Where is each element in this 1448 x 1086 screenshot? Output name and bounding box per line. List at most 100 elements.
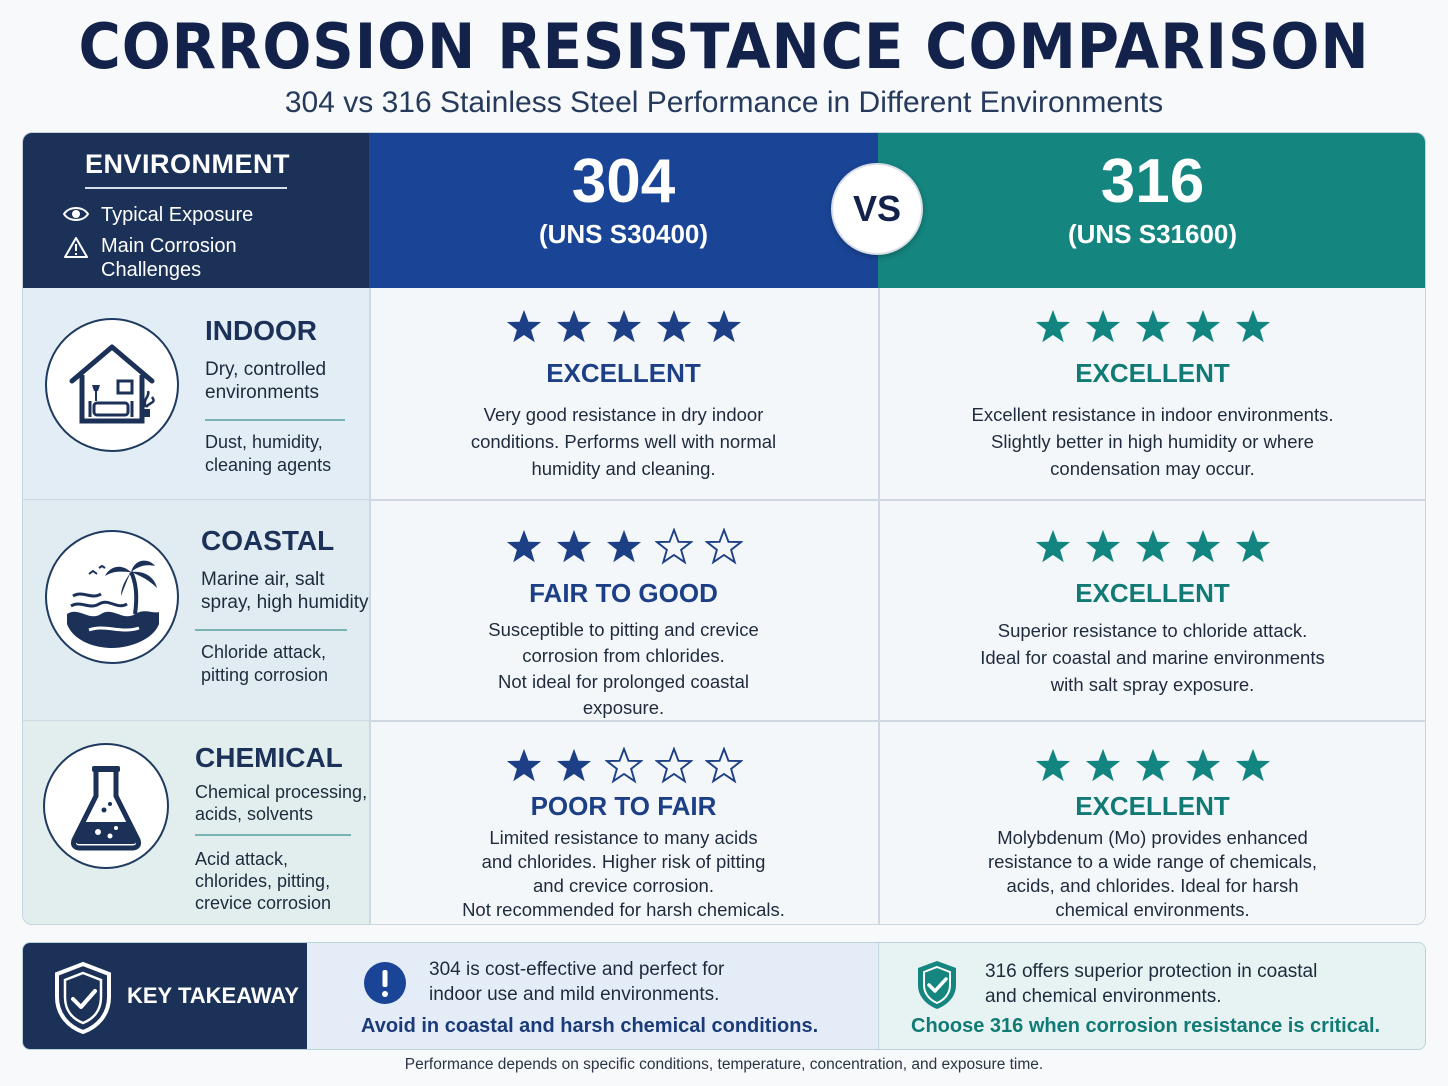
star-filled-icon <box>1085 529 1120 563</box>
rating-316-indoor: EXCELLENT Excellent resistance in indoor… <box>878 308 1425 482</box>
star-filled-icon <box>506 529 541 563</box>
rating-label: EXCELLENT <box>1075 791 1230 821</box>
env-row-indoor: INDOOR Dry, controlled environments Dust,… <box>23 288 369 499</box>
eye-icon <box>63 203 89 223</box>
grade-304-uns: (UNS S30400) <box>538 219 709 249</box>
legend-main-challenges-label: Main Corrosion Challenges <box>101 235 237 281</box>
warning-icon <box>63 234 89 258</box>
legend-main-challenges: Main Corrosion Challenges <box>63 234 237 282</box>
star-filled-icon <box>606 529 641 563</box>
env-name-coastal: COASTAL <box>201 525 335 556</box>
environment-heading-rule <box>85 187 287 189</box>
rating-304-indoor: EXCELLENT Very good resistance in dry in… <box>369 308 878 482</box>
star-filled-icon <box>1235 529 1270 563</box>
star-filled-icon <box>1185 529 1220 563</box>
footnote: Performance depends on specific conditio… <box>404 1056 1044 1073</box>
environment-heading: ENVIRONMENT <box>85 149 291 179</box>
takeaway-304-emphasis: Avoid in coastal and harsh chemical cond… <box>361 1015 819 1037</box>
takeaway-316-text: 316 offers superior protection in coasta… <box>985 961 1318 1007</box>
star-filled-icon <box>556 309 591 343</box>
row-divider <box>23 720 1425 722</box>
star-rating <box>369 308 878 346</box>
palm-beach-icon <box>45 530 179 664</box>
star-filled-icon <box>1235 309 1270 343</box>
star-filled-icon <box>1135 529 1170 563</box>
star-rating <box>369 747 878 785</box>
takeaway-304-text: 304 is cost-effective and perfect for ind… <box>429 959 725 1005</box>
star-filled-icon <box>556 529 591 563</box>
star-empty-icon <box>654 747 693 784</box>
page-title: CORROSION RESISTANCE COMPARISON <box>78 10 1370 83</box>
env-separator <box>195 834 351 836</box>
env-row-chemical: CHEMICAL Chemical processing, acids, solv… <box>23 721 369 924</box>
env-name-indoor: INDOOR <box>205 315 317 346</box>
star-filled-icon <box>606 309 641 343</box>
star-rating <box>878 308 1425 346</box>
env-typical-coastal: Marine air, salt spray, high humidity <box>201 569 369 613</box>
grade-316-uns: (UNS S31600) <box>1067 219 1238 249</box>
star-filled-icon <box>1135 309 1170 343</box>
key-takeaway-label-box: KEY TAKEAWAY <box>23 943 307 1049</box>
env-challenges-chemical: Acid attack, chlorides, pitting, crevice c… <box>195 849 332 913</box>
env-typical-chemical: Chemical processing, acids, solvents <box>195 782 368 824</box>
comparison-table: ENVIRONMENT Typical Exposure Main Corros… <box>22 132 1426 925</box>
rating-304-chemical: POOR TO FAIR Limited resistance to many … <box>369 747 878 922</box>
key-takeaway-label: KEY TAKEAWAY <box>127 983 299 1008</box>
star-empty-icon <box>704 528 743 565</box>
star-filled-icon <box>1185 309 1220 343</box>
flask-icon <box>43 743 169 869</box>
star-filled-icon <box>1135 748 1170 782</box>
column-divider <box>369 288 371 924</box>
legend-typical-exposure-label: Typical Exposure <box>101 204 254 226</box>
rating-description: Limited resistance to many acids and chlo… <box>462 827 785 920</box>
star-filled-icon <box>1235 748 1270 782</box>
env-typical-indoor: Dry, controlled environments <box>205 359 327 403</box>
star-empty-icon <box>704 747 743 784</box>
grade-316-header: 316 (UNS S31600) <box>878 133 1425 288</box>
env-challenges-coastal: Chloride attack, pitting corrosion <box>201 642 329 685</box>
rating-304-coastal: FAIR TO GOOD Susceptible to pitting and … <box>369 528 878 721</box>
star-filled-icon <box>506 748 541 782</box>
star-rating <box>878 747 1425 785</box>
rating-label: FAIR TO GOOD <box>529 578 718 608</box>
rating-label: EXCELLENT <box>546 358 701 388</box>
star-filled-icon <box>1035 748 1070 782</box>
env-name-chemical: CHEMICAL <box>195 742 343 773</box>
rating-label: POOR TO FAIR <box>530 791 717 821</box>
rating-316-chemical: EXCELLENT Molybdenum (Mo) provides enhan… <box>878 747 1425 922</box>
star-filled-icon <box>1085 748 1120 782</box>
env-row-coastal: COASTAL Marine air, salt spray, high humi… <box>23 500 369 720</box>
rating-label: EXCELLENT <box>1075 358 1230 388</box>
takeaway-316-emphasis: Choose 316 when corrosion resistance is … <box>911 1015 1381 1037</box>
legend-typical-exposure: Typical Exposure <box>63 203 253 227</box>
key-takeaway-panel: KEY TAKEAWAY 304 is cost-effective and p… <box>22 942 1426 1050</box>
rating-316-coastal: EXCELLENT Superior resistance to chlorid… <box>878 528 1425 698</box>
star-filled-icon <box>1185 748 1220 782</box>
house-icon <box>45 318 179 452</box>
rating-description: Molybdenum (Mo) provides enhanced resista… <box>987 827 1318 920</box>
star-filled-icon <box>656 309 691 343</box>
env-separator <box>195 629 347 631</box>
star-empty-icon <box>604 747 643 784</box>
star-filled-icon <box>706 309 741 343</box>
page-subtitle: 304 vs 316 Stainless Steel Performance i… <box>284 86 1164 119</box>
vs-badge: VS <box>831 163 923 255</box>
star-empty-icon <box>654 528 693 565</box>
rating-description: Superior resistance to chloride attack. I… <box>980 620 1325 695</box>
star-filled-icon <box>506 309 541 343</box>
grade-316-number: 316 <box>1100 147 1205 216</box>
env-challenges-indoor: Dust, humidity, cleaning agents <box>205 432 332 475</box>
takeaway-304: 304 is cost-effective and perfect for ind… <box>307 943 878 1049</box>
star-rating <box>878 528 1425 566</box>
grade-304-number: 304 <box>571 147 676 216</box>
env-separator <box>205 419 345 421</box>
takeaway-316: 316 offers superior protection in coasta… <box>878 943 1425 1049</box>
rating-label: EXCELLENT <box>1075 578 1230 608</box>
star-filled-icon <box>556 748 591 782</box>
shield-check-icon <box>53 961 113 1040</box>
rating-description: Susceptible to pitting and crevice corros… <box>488 619 759 718</box>
environment-header: ENVIRONMENT Typical Exposure Main Corros… <box>23 133 369 288</box>
shield-check-icon <box>915 959 959 1016</box>
star-filled-icon <box>1035 309 1070 343</box>
info-exclamation-icon <box>363 961 407 1010</box>
